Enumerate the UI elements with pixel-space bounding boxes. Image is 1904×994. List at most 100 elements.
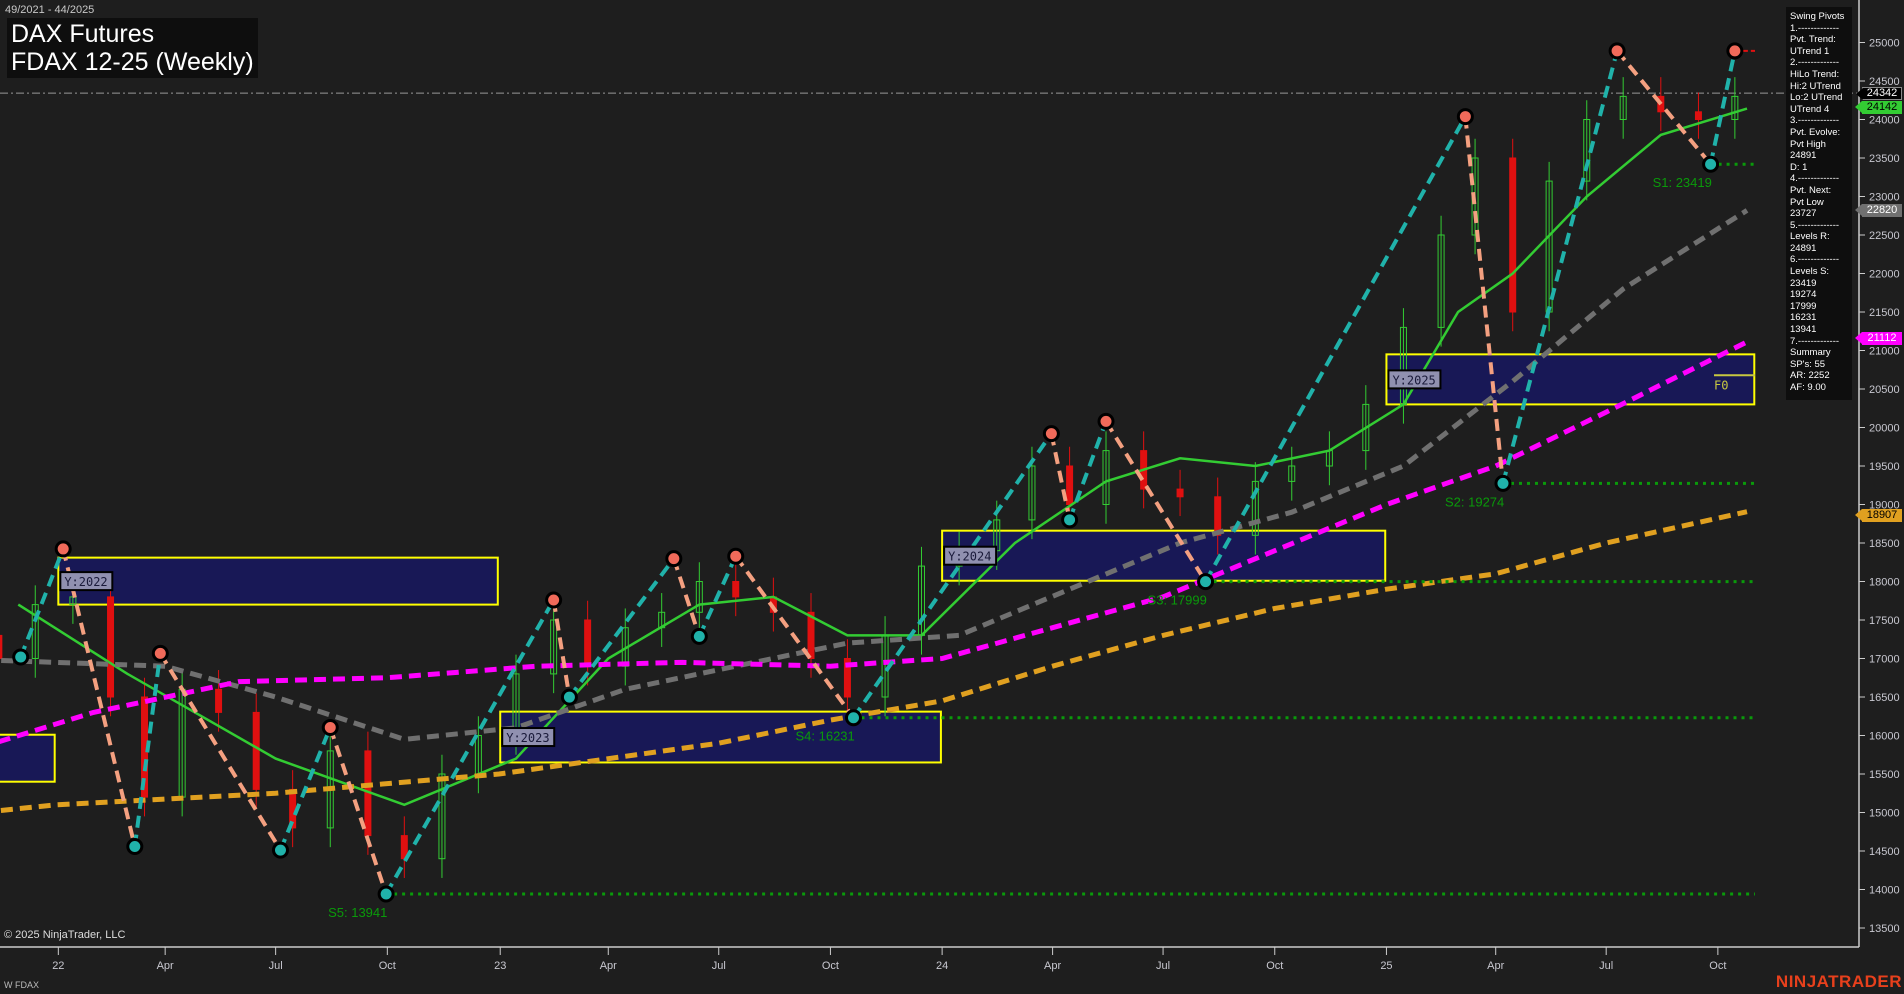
chart-title-box: DAX Futures FDAX 12-25 (Weekly) <box>7 18 258 78</box>
panel-line: Lo:2 UTrend <box>1790 92 1843 104</box>
pivot-high-marker <box>1456 108 1474 126</box>
swing-down-leg <box>328 726 389 895</box>
pivot-high-marker <box>727 547 745 565</box>
swing-down-leg <box>1049 433 1072 521</box>
x-tick-label: Apr <box>1044 960 1061 972</box>
pivot-low-marker <box>12 648 30 666</box>
y-tick-label: 21000 <box>1869 346 1900 358</box>
y-tick-label: 13500 <box>1869 923 1900 935</box>
y-tick-label: 23500 <box>1869 153 1900 165</box>
swing-up-leg <box>851 432 1054 719</box>
x-tick-label: Oct <box>379 960 396 972</box>
instrument-label: W FDAX <box>4 980 39 990</box>
candle <box>584 619 592 667</box>
support-level-label: S3: 17999 <box>1148 593 1207 608</box>
panel-line: 1.------------- <box>1790 22 1840 34</box>
panel-line: 4.------------- <box>1790 173 1840 185</box>
candle <box>1619 95 1627 121</box>
x-tick-label: 24 <box>936 960 948 972</box>
copyright: © 2025 NinjaTrader, LLC <box>4 929 126 941</box>
year-box-label-bg <box>501 727 556 748</box>
panel-line: AR: 2252 <box>1790 370 1830 382</box>
y-tick-label: 22500 <box>1869 230 1900 242</box>
support-level-label: S4: 16231 <box>795 729 854 744</box>
pivot-low-marker <box>1494 474 1512 492</box>
y-tick-label: 19500 <box>1869 461 1900 473</box>
x-tick-label: Oct <box>1266 960 1283 972</box>
candle <box>1731 95 1739 121</box>
panel-line: Pvt Low <box>1790 196 1824 208</box>
pivot-high-marker <box>545 591 563 609</box>
pivot-high-marker <box>1726 42 1744 60</box>
support-level-label: S1: 23419 <box>1653 175 1712 190</box>
pivot-low-marker <box>1702 155 1720 173</box>
f0-label: F0 <box>1714 378 1728 392</box>
y-tick-label: 15500 <box>1869 769 1900 781</box>
y-tick-label: 15000 <box>1869 808 1900 820</box>
y-tick-label: 20000 <box>1869 423 1900 435</box>
candle <box>1509 157 1517 313</box>
x-tick-label: Jul <box>712 960 726 972</box>
swing-down-leg <box>158 652 283 852</box>
panel-line: Pvt. Evolve: <box>1790 126 1841 138</box>
panel-line: 23727 <box>1790 208 1817 220</box>
year-box-label-bg <box>59 571 114 592</box>
price-tag: 18907 <box>1855 509 1902 523</box>
plot-area: S1: 23419 S2: 19274 S3: 17999 S4: 16231 S5: … <box>0 42 1859 920</box>
x-tick-label: Apr <box>1487 960 1504 972</box>
panel-line: Swing Pivots <box>1790 11 1845 22</box>
swing-up-leg <box>132 653 163 847</box>
panel-line: HiLo Trend: <box>1790 68 1840 80</box>
x-tick-label: Oct <box>1709 960 1726 972</box>
pivot-high-marker <box>1608 42 1626 60</box>
year-box-label-bg <box>1387 369 1442 390</box>
x-tick-label: Oct <box>822 960 839 972</box>
year-box-label: Y:2024 <box>948 550 991 564</box>
y-tick-label: 14000 <box>1869 885 1900 897</box>
y-tick-label: 14500 <box>1869 846 1900 858</box>
x-tick-label: Jul <box>1156 960 1170 972</box>
panel-line: UTrend 4 <box>1790 103 1830 115</box>
panel-line: 6.------------- <box>1790 254 1840 266</box>
pivot-high-marker <box>54 540 72 558</box>
panel-line: 2.------------- <box>1790 57 1840 69</box>
swing-pivots-panel: Swing Pivots 1.------------- Pvt. Trend: UT… <box>1786 7 1852 400</box>
pivot-high-marker <box>321 718 339 736</box>
panel-line: UTrend 1 <box>1790 45 1830 57</box>
pivot-high-marker <box>665 550 683 568</box>
year-box-label: Y:2023 <box>506 731 549 745</box>
panel-line: Pvt. Trend: <box>1790 34 1836 46</box>
date-range: 49/2021 - 44/2025 <box>5 4 95 16</box>
candle <box>0 634 3 660</box>
panel-line: AF: 9.00 <box>1790 382 1826 393</box>
y-tick-label: 24500 <box>1869 76 1900 88</box>
price-tag: 24142 <box>1855 101 1902 115</box>
candle <box>732 581 740 598</box>
moving-average-line <box>0 339 1749 744</box>
pivot-low-marker <box>271 841 289 859</box>
panel-line: Summary <box>1790 347 1831 359</box>
y-tick-label: 22000 <box>1869 269 1900 281</box>
panel-line: Hi:2 UTrend <box>1790 80 1841 92</box>
y-tick-label: 18000 <box>1869 577 1900 589</box>
year-range-box <box>57 556 499 606</box>
pivot-low-marker <box>560 688 578 706</box>
panel-line: Levels S: <box>1790 266 1830 278</box>
panel-line: 5.------------- <box>1790 219 1840 231</box>
panel-line: 24891 <box>1790 150 1817 162</box>
swing-down-leg <box>1463 116 1505 484</box>
candle <box>1176 488 1184 498</box>
candle <box>1362 403 1370 452</box>
candle <box>1288 465 1296 482</box>
swing-up-leg <box>1501 50 1620 484</box>
y-tick-label: 16000 <box>1869 731 1900 743</box>
price-tag: 21112 <box>1855 332 1902 346</box>
swing-up-leg <box>567 557 676 699</box>
chart-title: DAX Futures <box>11 20 155 48</box>
y-tick-label: 25000 <box>1869 38 1900 50</box>
pivot-high-marker <box>1042 425 1060 443</box>
x-tick-label: 25 <box>1380 960 1392 972</box>
candle <box>252 711 260 790</box>
y-tick-label: 17500 <box>1869 615 1900 627</box>
